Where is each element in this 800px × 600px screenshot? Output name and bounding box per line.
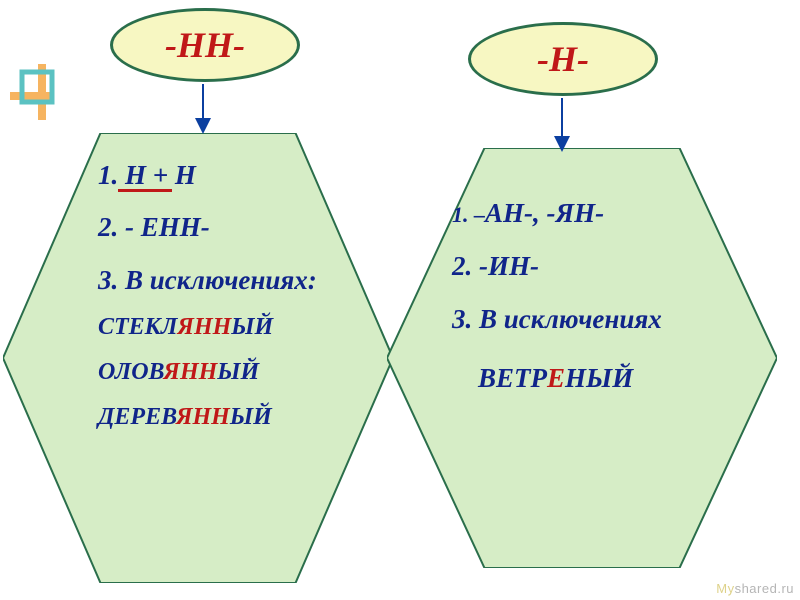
rules-n: 1. –АН-, -ЯН- 2. -ИН- 3. В исключениях В… (452, 198, 662, 404)
corner-decoration (10, 60, 90, 140)
w2-suf: ЫЙ (217, 359, 259, 385)
arrow-right (552, 98, 572, 160)
w3-pre: ДЕРЕВ (98, 404, 176, 430)
header-oval-n: -Н- (468, 22, 658, 96)
rules-nn: 1. Н + Н 2. - ЕНН- 3. В исключениях: СТЕ… (98, 160, 317, 441)
rule-nn-1-text: Н + Н (118, 160, 196, 190)
exception-word-2: ОЛОВЯННЫЙ (98, 359, 317, 386)
header-oval-nn: -НН- (110, 8, 300, 82)
rule-n-1-num: 1. – (452, 202, 485, 227)
exception-word-n: ВЕТРЕНЫЙ (452, 363, 662, 394)
watermark: Myshared.ru (716, 581, 794, 596)
watermark-rest: shared.ru (735, 581, 794, 596)
rule-n-3: 3. В исключениях (452, 304, 662, 335)
w3-hl: ЯНН (176, 404, 230, 430)
rule-nn-2: 2. - ЕНН- (98, 212, 317, 243)
wn-hl: Е (547, 363, 565, 393)
rule-n-2: 2. -ИН- (452, 251, 662, 282)
exception-word-1: СТЕКЛЯННЫЙ (98, 314, 317, 341)
w2-hl: ЯНН (163, 359, 217, 385)
rule-nn-1: 1. Н + Н (98, 160, 317, 192)
rule-nn-1-num: 1. (98, 160, 118, 190)
rule-n-1-text: АН-, -ЯН- (485, 198, 604, 228)
wn-suf: НЫЙ (565, 363, 633, 393)
wn-pre: ВЕТР (478, 363, 547, 393)
w3-suf: ЫЙ (230, 404, 272, 430)
arrow-left (193, 84, 213, 142)
watermark-my: My (716, 581, 734, 596)
header-nn-label: -НН- (165, 24, 245, 66)
exception-word-3: ДЕРЕВЯННЫЙ (98, 404, 317, 431)
w2-pre: ОЛОВ (98, 359, 163, 385)
deco-bar-h (10, 92, 54, 100)
rule-n-1: 1. –АН-, -ЯН- (452, 198, 662, 229)
header-n-label: -Н- (537, 38, 589, 80)
w1-hl: ЯНН (177, 314, 231, 340)
w1-pre: СТЕКЛ (98, 314, 177, 340)
w1-suf: ЫЙ (231, 314, 273, 340)
rule-nn-3: 3. В исключениях: (98, 265, 317, 296)
